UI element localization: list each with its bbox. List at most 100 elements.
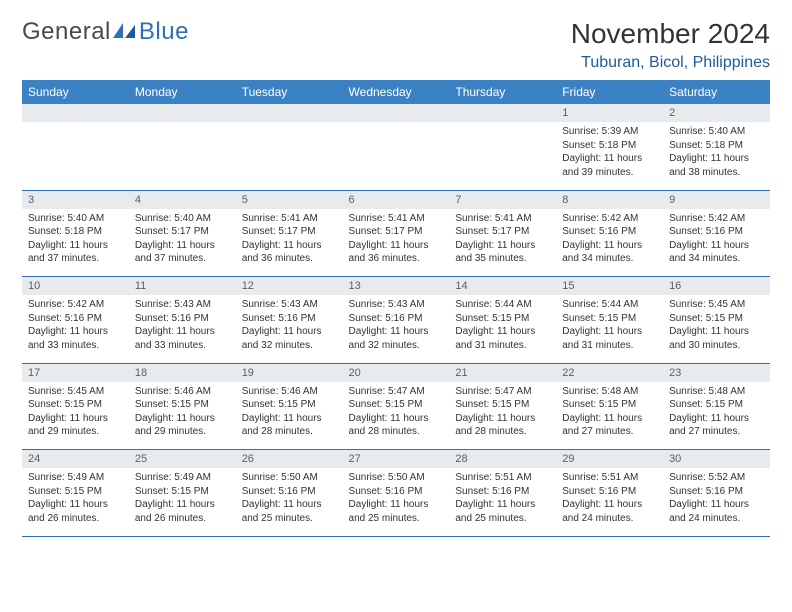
day-detail-cell: Sunrise: 5:43 AMSunset: 5:16 PMDaylight:… xyxy=(129,295,236,363)
day-number-cell: 10 xyxy=(22,277,129,296)
day-number-cell: 4 xyxy=(129,190,236,209)
day-detail-cell: Sunrise: 5:45 AMSunset: 5:15 PMDaylight:… xyxy=(663,295,770,363)
day-number-cell: 1 xyxy=(556,104,663,122)
logo-sail-icon xyxy=(113,23,137,41)
month-title: November 2024 xyxy=(571,18,770,50)
day-number-cell xyxy=(129,104,236,122)
day-number-cell: 26 xyxy=(236,450,343,469)
day-number-cell: 25 xyxy=(129,450,236,469)
day-detail-cell: Sunrise: 5:46 AMSunset: 5:15 PMDaylight:… xyxy=(129,382,236,450)
day-detail-cell: Sunrise: 5:48 AMSunset: 5:15 PMDaylight:… xyxy=(556,382,663,450)
day-number-cell: 22 xyxy=(556,363,663,382)
day-number-cell: 27 xyxy=(343,450,450,469)
logo: General Blue xyxy=(22,18,189,46)
day-number-cell: 7 xyxy=(449,190,556,209)
day-detail-cell: Sunrise: 5:51 AMSunset: 5:16 PMDaylight:… xyxy=(449,468,556,536)
day-number-cell: 20 xyxy=(343,363,450,382)
day-header: Monday xyxy=(129,80,236,104)
day-number-cell: 6 xyxy=(343,190,450,209)
day-detail-cell: Sunrise: 5:49 AMSunset: 5:15 PMDaylight:… xyxy=(129,468,236,536)
day-number-cell xyxy=(449,104,556,122)
day-detail-cell: Sunrise: 5:40 AMSunset: 5:18 PMDaylight:… xyxy=(663,122,770,190)
day-number-cell: 15 xyxy=(556,277,663,296)
day-detail-cell: Sunrise: 5:47 AMSunset: 5:15 PMDaylight:… xyxy=(449,382,556,450)
day-detail-cell: Sunrise: 5:43 AMSunset: 5:16 PMDaylight:… xyxy=(343,295,450,363)
day-number-cell: 9 xyxy=(663,190,770,209)
day-detail-cell: Sunrise: 5:48 AMSunset: 5:15 PMDaylight:… xyxy=(663,382,770,450)
day-detail-cell: Sunrise: 5:42 AMSunset: 5:16 PMDaylight:… xyxy=(556,209,663,277)
day-number-cell xyxy=(22,104,129,122)
day-detail-cell: Sunrise: 5:39 AMSunset: 5:18 PMDaylight:… xyxy=(556,122,663,190)
day-number-cell: 24 xyxy=(22,450,129,469)
day-detail-cell: Sunrise: 5:52 AMSunset: 5:16 PMDaylight:… xyxy=(663,468,770,536)
day-header: Saturday xyxy=(663,80,770,104)
day-detail-cell xyxy=(449,122,556,190)
day-detail-cell: Sunrise: 5:42 AMSunset: 5:16 PMDaylight:… xyxy=(663,209,770,277)
day-header: Tuesday xyxy=(236,80,343,104)
day-header: Wednesday xyxy=(343,80,450,104)
logo-text-gray: General xyxy=(22,18,111,46)
day-number-cell: 5 xyxy=(236,190,343,209)
day-detail-cell: Sunrise: 5:44 AMSunset: 5:15 PMDaylight:… xyxy=(449,295,556,363)
day-header: Sunday xyxy=(22,80,129,104)
day-detail-cell xyxy=(129,122,236,190)
day-detail-cell: Sunrise: 5:41 AMSunset: 5:17 PMDaylight:… xyxy=(343,209,450,277)
day-detail-cell: Sunrise: 5:40 AMSunset: 5:17 PMDaylight:… xyxy=(129,209,236,277)
day-number-cell: 21 xyxy=(449,363,556,382)
day-number-cell: 16 xyxy=(663,277,770,296)
day-detail-cell: Sunrise: 5:41 AMSunset: 5:17 PMDaylight:… xyxy=(449,209,556,277)
day-number-cell: 30 xyxy=(663,450,770,469)
day-number-cell: 13 xyxy=(343,277,450,296)
logo-text-blue: Blue xyxy=(139,18,189,46)
day-detail-cell: Sunrise: 5:51 AMSunset: 5:16 PMDaylight:… xyxy=(556,468,663,536)
detail-row: Sunrise: 5:49 AMSunset: 5:15 PMDaylight:… xyxy=(22,468,770,536)
day-detail-cell xyxy=(22,122,129,190)
day-detail-cell: Sunrise: 5:49 AMSunset: 5:15 PMDaylight:… xyxy=(22,468,129,536)
calendar-page: General Blue November 2024 Tuburan, Bico… xyxy=(0,0,792,555)
daynum-row: 24252627282930 xyxy=(22,450,770,469)
header-row: General Blue November 2024 Tuburan, Bico… xyxy=(22,18,770,72)
day-detail-cell: Sunrise: 5:50 AMSunset: 5:16 PMDaylight:… xyxy=(343,468,450,536)
location-text: Tuburan, Bicol, Philippines xyxy=(571,54,770,72)
day-number-cell: 14 xyxy=(449,277,556,296)
day-detail-cell: Sunrise: 5:44 AMSunset: 5:15 PMDaylight:… xyxy=(556,295,663,363)
day-number-cell: 12 xyxy=(236,277,343,296)
day-detail-cell: Sunrise: 5:46 AMSunset: 5:15 PMDaylight:… xyxy=(236,382,343,450)
daynum-row: 10111213141516 xyxy=(22,277,770,296)
day-number-cell: 18 xyxy=(129,363,236,382)
daynum-row: 3456789 xyxy=(22,190,770,209)
day-number-cell xyxy=(343,104,450,122)
day-detail-cell: Sunrise: 5:50 AMSunset: 5:16 PMDaylight:… xyxy=(236,468,343,536)
calendar-head: SundayMondayTuesdayWednesdayThursdayFrid… xyxy=(22,80,770,104)
day-header: Friday xyxy=(556,80,663,104)
day-detail-cell: Sunrise: 5:47 AMSunset: 5:15 PMDaylight:… xyxy=(343,382,450,450)
day-number-cell: 17 xyxy=(22,363,129,382)
daynum-row: 17181920212223 xyxy=(22,363,770,382)
day-detail-cell xyxy=(343,122,450,190)
day-detail-cell xyxy=(236,122,343,190)
day-header: Thursday xyxy=(449,80,556,104)
day-number-cell: 8 xyxy=(556,190,663,209)
daynum-row: 12 xyxy=(22,104,770,122)
day-number-cell: 28 xyxy=(449,450,556,469)
day-detail-cell: Sunrise: 5:40 AMSunset: 5:18 PMDaylight:… xyxy=(22,209,129,277)
calendar-body: 12Sunrise: 5:39 AMSunset: 5:18 PMDayligh… xyxy=(22,104,770,536)
day-number-cell: 2 xyxy=(663,104,770,122)
day-detail-cell: Sunrise: 5:41 AMSunset: 5:17 PMDaylight:… xyxy=(236,209,343,277)
calendar-table: SundayMondayTuesdayWednesdayThursdayFrid… xyxy=(22,80,770,537)
day-detail-cell: Sunrise: 5:43 AMSunset: 5:16 PMDaylight:… xyxy=(236,295,343,363)
detail-row: Sunrise: 5:39 AMSunset: 5:18 PMDaylight:… xyxy=(22,122,770,190)
title-block: November 2024 Tuburan, Bicol, Philippine… xyxy=(571,18,770,72)
day-number-cell xyxy=(236,104,343,122)
day-detail-cell: Sunrise: 5:45 AMSunset: 5:15 PMDaylight:… xyxy=(22,382,129,450)
day-header-row: SundayMondayTuesdayWednesdayThursdayFrid… xyxy=(22,80,770,104)
day-number-cell: 23 xyxy=(663,363,770,382)
day-number-cell: 11 xyxy=(129,277,236,296)
detail-row: Sunrise: 5:45 AMSunset: 5:15 PMDaylight:… xyxy=(22,382,770,450)
day-number-cell: 3 xyxy=(22,190,129,209)
day-number-cell: 19 xyxy=(236,363,343,382)
day-number-cell: 29 xyxy=(556,450,663,469)
detail-row: Sunrise: 5:42 AMSunset: 5:16 PMDaylight:… xyxy=(22,295,770,363)
day-detail-cell: Sunrise: 5:42 AMSunset: 5:16 PMDaylight:… xyxy=(22,295,129,363)
detail-row: Sunrise: 5:40 AMSunset: 5:18 PMDaylight:… xyxy=(22,209,770,277)
